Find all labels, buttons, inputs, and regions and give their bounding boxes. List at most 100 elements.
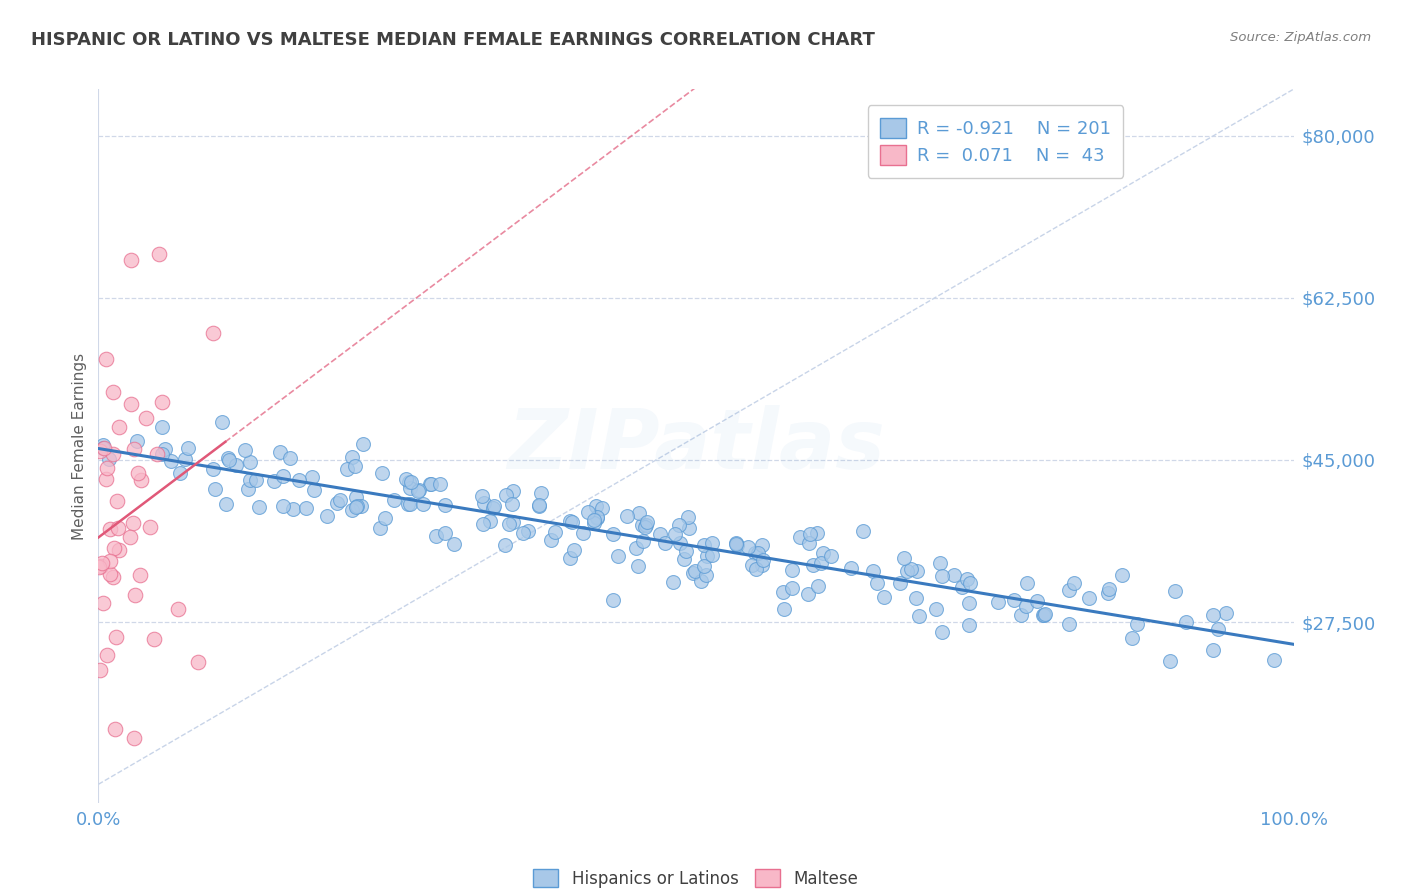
Point bbox=[269, 444, 291, 458]
Point bbox=[529, 498, 551, 512]
Point bbox=[1263, 653, 1285, 667]
Point bbox=[150, 447, 173, 461]
Point bbox=[636, 515, 658, 529]
Point bbox=[121, 516, 143, 531]
Point bbox=[866, 575, 889, 590]
Point bbox=[105, 630, 128, 644]
Point bbox=[1057, 616, 1080, 631]
Point bbox=[98, 566, 121, 581]
Point bbox=[673, 552, 696, 566]
Point bbox=[396, 497, 419, 511]
Point bbox=[186, 655, 208, 669]
Point bbox=[239, 455, 262, 469]
Point bbox=[678, 510, 700, 524]
Point bbox=[120, 253, 142, 268]
Point bbox=[399, 475, 422, 489]
Point bbox=[889, 576, 911, 591]
Point bbox=[789, 530, 811, 544]
Point bbox=[479, 514, 502, 528]
Point bbox=[142, 632, 165, 647]
Point bbox=[433, 498, 456, 512]
Point bbox=[101, 570, 124, 584]
Point bbox=[668, 518, 690, 533]
Point bbox=[399, 481, 422, 495]
Point bbox=[94, 472, 117, 486]
Point bbox=[271, 469, 294, 483]
Point bbox=[263, 474, 285, 488]
Point bbox=[225, 458, 247, 472]
Point bbox=[127, 434, 149, 448]
Point bbox=[810, 556, 832, 570]
Point bbox=[602, 593, 624, 607]
Point bbox=[346, 500, 368, 514]
Point bbox=[1015, 575, 1038, 590]
Point bbox=[741, 558, 763, 572]
Point bbox=[1063, 576, 1085, 591]
Point bbox=[352, 436, 374, 450]
Point bbox=[501, 497, 523, 511]
Point bbox=[745, 562, 768, 576]
Point bbox=[801, 558, 824, 573]
Point bbox=[98, 554, 121, 568]
Point bbox=[340, 503, 363, 517]
Point bbox=[873, 590, 896, 604]
Point bbox=[725, 536, 748, 550]
Point bbox=[103, 723, 125, 737]
Point bbox=[1026, 594, 1049, 608]
Point bbox=[751, 538, 773, 552]
Point bbox=[96, 351, 118, 366]
Point bbox=[215, 497, 238, 511]
Point bbox=[1002, 593, 1025, 607]
Point bbox=[169, 466, 191, 480]
Point bbox=[516, 524, 538, 538]
Point bbox=[1126, 617, 1149, 632]
Point bbox=[87, 559, 110, 574]
Point bbox=[470, 489, 492, 503]
Point bbox=[900, 562, 922, 576]
Point bbox=[700, 548, 723, 562]
Point bbox=[176, 441, 198, 455]
Point bbox=[905, 564, 928, 578]
Point bbox=[585, 499, 607, 513]
Point bbox=[122, 731, 145, 745]
Legend: Hispanics or Latinos, Maltese: Hispanics or Latinos, Maltese bbox=[524, 861, 868, 892]
Point bbox=[1097, 586, 1119, 600]
Point bbox=[138, 520, 160, 534]
Point bbox=[325, 496, 347, 510]
Point bbox=[751, 558, 773, 572]
Point bbox=[664, 527, 686, 541]
Point bbox=[129, 568, 152, 582]
Point bbox=[91, 438, 114, 452]
Point bbox=[624, 541, 647, 555]
Point bbox=[412, 497, 434, 511]
Point bbox=[737, 541, 759, 555]
Point bbox=[89, 664, 111, 678]
Point bbox=[799, 527, 821, 541]
Point bbox=[271, 499, 294, 513]
Point bbox=[108, 542, 131, 557]
Point bbox=[512, 526, 534, 541]
Point bbox=[683, 564, 706, 578]
Point bbox=[724, 536, 747, 550]
Point bbox=[482, 499, 505, 513]
Point bbox=[586, 509, 609, 524]
Point bbox=[399, 497, 422, 511]
Point bbox=[839, 561, 862, 575]
Point bbox=[420, 477, 443, 491]
Point bbox=[120, 397, 142, 411]
Point bbox=[159, 453, 181, 467]
Point bbox=[797, 535, 820, 549]
Point bbox=[562, 543, 585, 558]
Point bbox=[96, 648, 118, 662]
Point bbox=[472, 496, 495, 510]
Point bbox=[689, 574, 711, 588]
Point bbox=[89, 443, 111, 458]
Point bbox=[627, 558, 650, 573]
Point bbox=[494, 538, 516, 552]
Point bbox=[443, 537, 465, 551]
Point bbox=[150, 395, 173, 409]
Point bbox=[329, 493, 352, 508]
Point bbox=[1201, 607, 1223, 622]
Point bbox=[583, 516, 606, 530]
Point bbox=[1098, 582, 1121, 596]
